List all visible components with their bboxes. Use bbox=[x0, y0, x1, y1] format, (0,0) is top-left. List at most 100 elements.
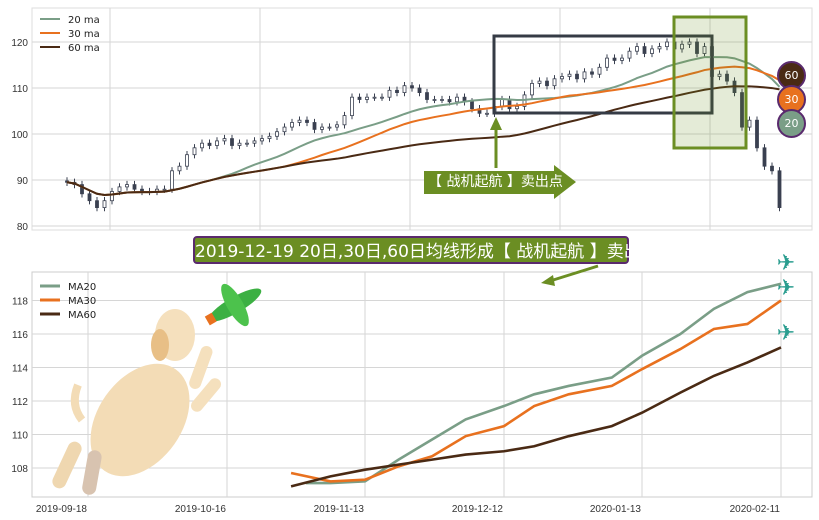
candle-body bbox=[627, 50, 632, 59]
candle-body bbox=[755, 119, 759, 149]
candle-body bbox=[470, 101, 474, 110]
candle-body bbox=[455, 96, 459, 103]
toy-plane-icon bbox=[204, 283, 262, 327]
bottom-x-tick-label: 2019-12-12 bbox=[452, 504, 504, 515]
candle-body bbox=[440, 99, 444, 101]
sell-point-label: 【 战机起航 】卖出点 bbox=[424, 165, 576, 200]
candle-body bbox=[657, 46, 662, 50]
candle-body bbox=[537, 80, 542, 84]
candle-body bbox=[245, 142, 249, 145]
candle-body bbox=[560, 76, 564, 80]
candle-body bbox=[192, 147, 197, 156]
bottom-x-tick-label: 2020-02-11 bbox=[730, 504, 781, 515]
candle-body bbox=[485, 112, 489, 115]
candle-body bbox=[80, 184, 84, 195]
candle-body bbox=[680, 43, 684, 50]
candle-body bbox=[665, 41, 669, 47]
candle-body bbox=[372, 96, 377, 99]
candle-body bbox=[500, 99, 504, 107]
candle-body bbox=[327, 126, 332, 129]
candle-body bbox=[432, 99, 437, 101]
candle-body bbox=[230, 138, 234, 146]
candle-body bbox=[200, 142, 204, 149]
candle-body bbox=[650, 48, 654, 54]
candle-body bbox=[552, 78, 557, 87]
candle-body bbox=[402, 85, 407, 93]
candle-body bbox=[395, 89, 399, 94]
dog-leg bbox=[189, 345, 213, 389]
candle-body bbox=[237, 142, 242, 146]
candle-body bbox=[170, 170, 174, 190]
candle-body bbox=[132, 184, 137, 190]
sell-zone-box bbox=[672, 15, 748, 150]
series-line-ma60 bbox=[290, 346, 782, 488]
candle-body bbox=[162, 188, 167, 191]
candle-body bbox=[320, 126, 324, 130]
airplane-icon: ✈ bbox=[777, 321, 795, 346]
candle-body bbox=[695, 41, 699, 54]
candle-body bbox=[365, 96, 369, 100]
candle-body bbox=[177, 165, 182, 172]
candle-body bbox=[642, 46, 647, 54]
candle-body bbox=[582, 71, 587, 80]
candle-body bbox=[290, 122, 294, 128]
airplane-icon: ✈ bbox=[777, 251, 795, 276]
bottom-x-tick-label: 2020-01-13 bbox=[590, 504, 642, 515]
candle-body bbox=[567, 73, 572, 77]
candle-body bbox=[725, 73, 729, 82]
candle-body bbox=[312, 122, 317, 130]
candle-body bbox=[282, 126, 287, 133]
candle-body bbox=[635, 46, 639, 52]
candle-body bbox=[125, 184, 129, 188]
candle-body bbox=[747, 119, 752, 128]
bottom-y-tick-label: 108 bbox=[11, 464, 28, 475]
consolidation-box bbox=[492, 34, 714, 115]
candle-body bbox=[777, 170, 782, 209]
top-y-tick-label: 110 bbox=[12, 84, 28, 95]
bottom-x-tick-label: 2019-10-16 bbox=[175, 504, 227, 515]
badge-ma20: 20 bbox=[777, 109, 806, 138]
legend-label: 20 ma bbox=[68, 15, 100, 26]
dog-leg bbox=[191, 378, 221, 412]
candle-body bbox=[380, 96, 384, 99]
candle-body bbox=[417, 87, 422, 93]
candle-body bbox=[275, 131, 279, 137]
dog-illustration bbox=[52, 309, 221, 495]
candle-body bbox=[335, 124, 339, 128]
dog-body bbox=[90, 363, 190, 477]
ma60-line bbox=[66, 85, 780, 196]
candle-body bbox=[260, 138, 264, 142]
bottom-x-tick-label: 2019-09-18 bbox=[36, 504, 88, 515]
legend-label: MA30 bbox=[68, 296, 96, 307]
title-banner: 2019-12-19 20日,30日,60日均线形成【 战机起航 】卖出点 bbox=[193, 236, 658, 264]
dog-ear bbox=[151, 329, 169, 361]
bottom-y-tick-label: 110 bbox=[12, 431, 28, 442]
candle-body bbox=[507, 99, 512, 110]
candle-body bbox=[102, 200, 107, 208]
candle-body bbox=[620, 57, 624, 61]
candle-body bbox=[410, 85, 414, 89]
candle-body bbox=[575, 73, 579, 80]
bottom-y-tick-label: 118 bbox=[12, 297, 28, 308]
top-y-tick-label: 90 bbox=[17, 176, 29, 187]
candle-body bbox=[185, 154, 189, 167]
legend-label: 60 ma bbox=[68, 43, 100, 54]
candle-body bbox=[357, 96, 362, 100]
candle-body bbox=[702, 46, 707, 54]
candle-body bbox=[87, 193, 92, 202]
dog-leg bbox=[52, 441, 82, 489]
candle-body bbox=[530, 83, 534, 96]
dog-tail bbox=[70, 383, 86, 423]
candle-body bbox=[342, 115, 347, 126]
candle-body bbox=[612, 57, 617, 61]
candle-body bbox=[597, 66, 602, 75]
candle-body bbox=[740, 92, 744, 128]
sell-arrow-body bbox=[424, 171, 554, 194]
candle-body bbox=[605, 57, 609, 68]
bottom-x-tick-label: 2019-11-13 bbox=[314, 504, 365, 515]
banner-pointer-head bbox=[541, 275, 555, 286]
candle-body bbox=[305, 119, 309, 123]
top-y-tick-label: 120 bbox=[11, 38, 28, 49]
candle-body bbox=[267, 135, 272, 140]
